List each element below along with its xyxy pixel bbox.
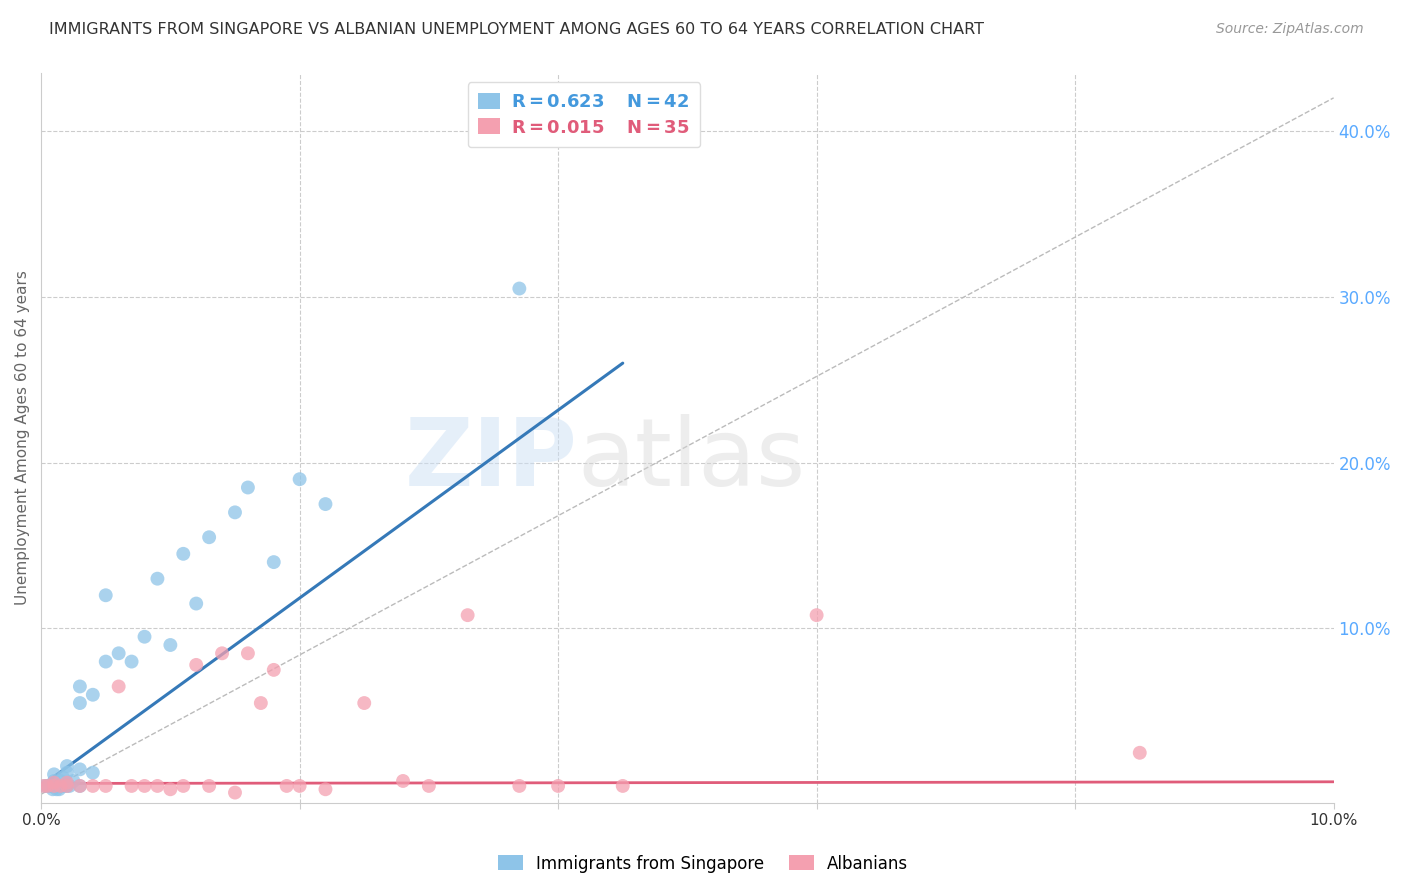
Point — [224, 786, 246, 800]
Point — [134, 779, 156, 793]
Point — [612, 779, 634, 793]
Point — [48, 782, 70, 797]
Point — [45, 782, 67, 797]
Text: Source: ZipAtlas.com: Source: ZipAtlas.com — [1216, 22, 1364, 37]
Point — [263, 555, 285, 569]
Point — [94, 588, 117, 602]
Point — [42, 779, 65, 793]
Point — [37, 779, 59, 793]
Point — [121, 655, 143, 669]
Point — [314, 782, 336, 797]
Point — [69, 696, 91, 710]
Point — [56, 775, 79, 789]
Point — [51, 779, 73, 793]
Legend: Immigrants from Singapore, Albanians: Immigrants from Singapore, Albanians — [491, 848, 915, 880]
Point — [288, 779, 311, 793]
Point — [211, 646, 233, 660]
Point — [392, 774, 415, 789]
Point — [806, 608, 828, 623]
Point — [198, 779, 221, 793]
Point — [159, 782, 181, 797]
Point — [236, 481, 259, 495]
Point — [1129, 746, 1152, 760]
Point — [53, 779, 76, 793]
Point — [236, 646, 259, 660]
Point — [418, 779, 440, 793]
Text: IMMIGRANTS FROM SINGAPORE VS ALBANIAN UNEMPLOYMENT AMONG AGES 60 TO 64 YEARS COR: IMMIGRANTS FROM SINGAPORE VS ALBANIAN UN… — [49, 22, 984, 37]
Point — [41, 779, 63, 793]
Point — [46, 779, 69, 793]
Point — [250, 696, 273, 710]
Point — [186, 657, 208, 672]
Point — [69, 680, 91, 694]
Point — [107, 680, 129, 694]
Point — [198, 530, 221, 544]
Point — [69, 779, 91, 793]
Point — [39, 779, 62, 793]
Point — [146, 779, 169, 793]
Point — [34, 779, 56, 793]
Point — [121, 779, 143, 793]
Point — [224, 505, 246, 519]
Point — [56, 765, 79, 780]
Point — [263, 663, 285, 677]
Point — [94, 779, 117, 793]
Point — [186, 597, 208, 611]
Point — [82, 765, 104, 780]
Point — [62, 774, 84, 789]
Text: atlas: atlas — [578, 414, 806, 506]
Point — [42, 775, 65, 789]
Point — [288, 472, 311, 486]
Point — [49, 779, 72, 793]
Point — [159, 638, 181, 652]
Point — [42, 767, 65, 781]
Point — [32, 779, 55, 793]
Point — [314, 497, 336, 511]
Point — [56, 779, 79, 793]
Point — [42, 782, 65, 797]
Point — [146, 572, 169, 586]
Point — [69, 763, 91, 777]
Point — [457, 608, 479, 623]
Point — [172, 779, 194, 793]
Y-axis label: Unemployment Among Ages 60 to 64 years: Unemployment Among Ages 60 to 64 years — [15, 270, 30, 605]
Point — [42, 779, 65, 793]
Point — [276, 779, 298, 793]
Point — [42, 774, 65, 789]
Point — [508, 281, 530, 295]
Point — [69, 779, 91, 793]
Point — [547, 779, 569, 793]
Point — [172, 547, 194, 561]
Point — [82, 779, 104, 793]
Point — [508, 779, 530, 793]
Point — [56, 759, 79, 773]
Point — [107, 646, 129, 660]
Point — [134, 630, 156, 644]
Point — [353, 696, 375, 710]
Point — [49, 774, 72, 789]
Point — [52, 771, 75, 785]
Legend: $\mathbf{R = 0.623}$    $\mathbf{N = 42}$, $\mathbf{R = 0.015}$    $\mathbf{N = : $\mathbf{R = 0.623}$ $\mathbf{N = 42}$, … — [468, 82, 700, 147]
Text: ZIP: ZIP — [405, 414, 578, 506]
Point — [82, 688, 104, 702]
Point — [94, 655, 117, 669]
Point — [37, 779, 59, 793]
Point — [56, 779, 79, 793]
Point — [58, 779, 80, 793]
